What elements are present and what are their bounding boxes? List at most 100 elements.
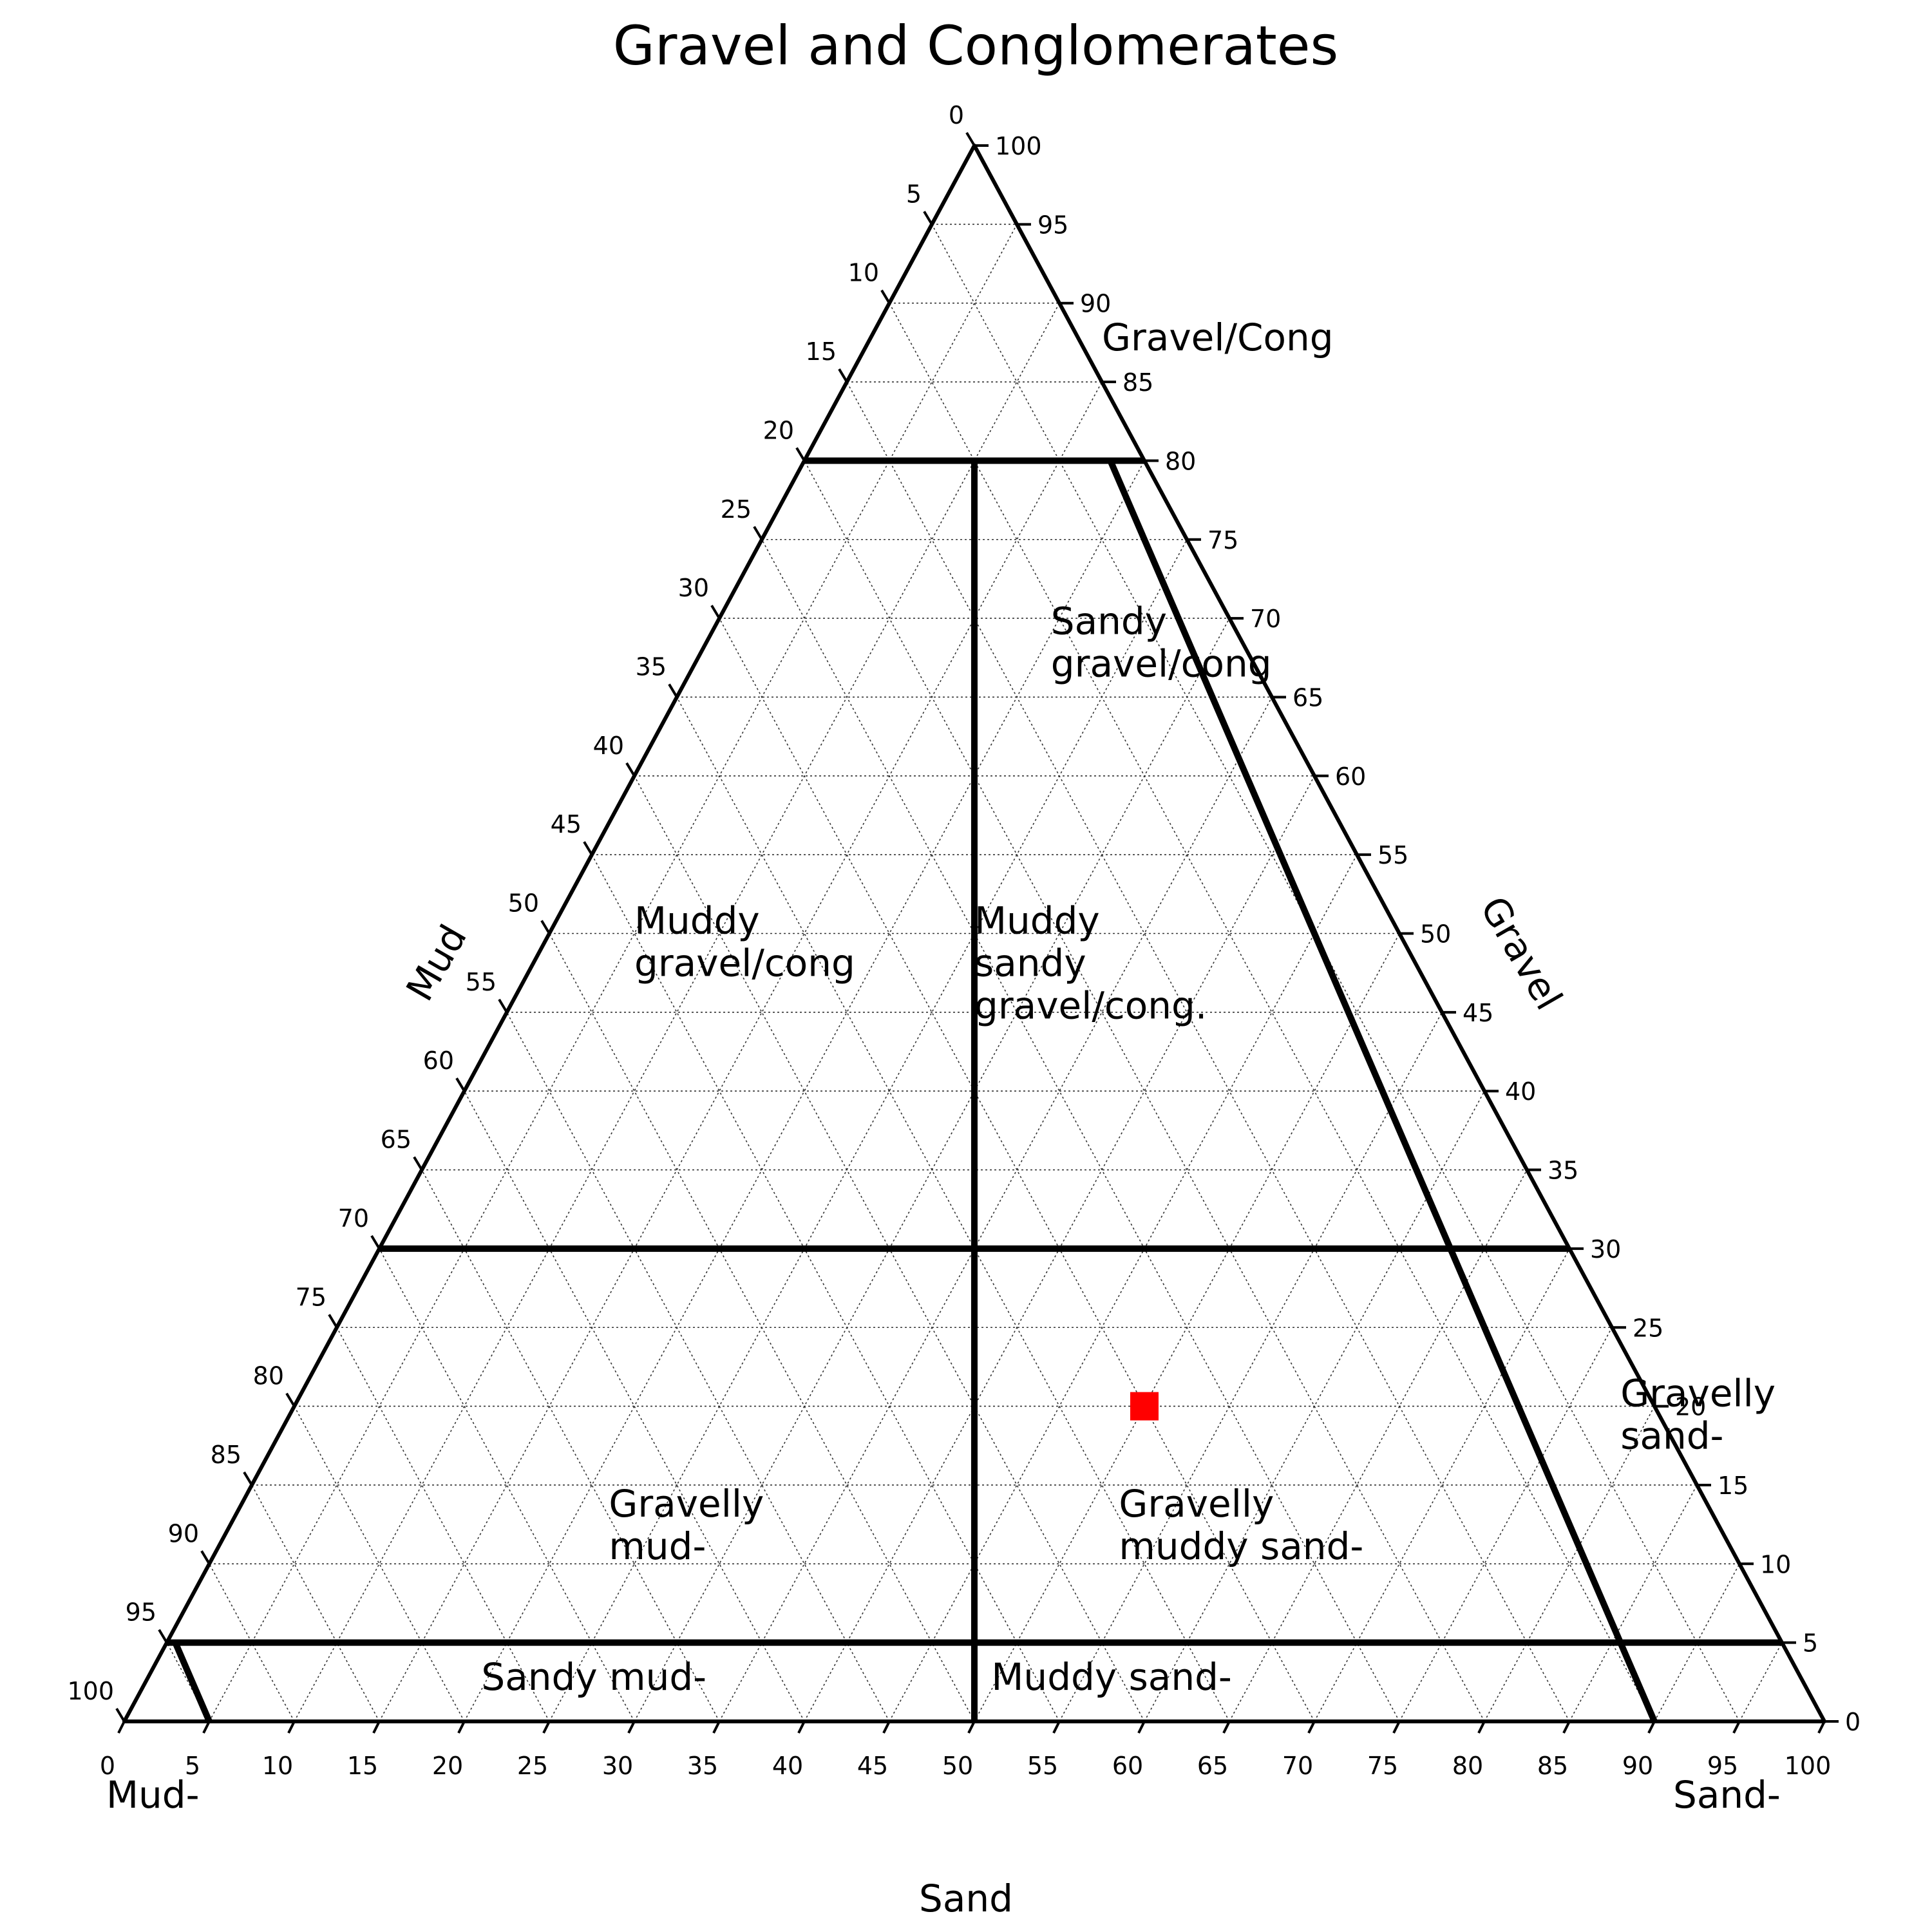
tick-label-bottom-60: 60	[1112, 1752, 1143, 1780]
grid-line-mud-90	[209, 1563, 295, 1722]
tick-left-100	[115, 1707, 126, 1723]
region-label-6: Gravelly sand-	[1620, 1372, 1776, 1458]
tick-bottom-75	[1392, 1721, 1401, 1734]
grid-line-mud-25	[761, 539, 1400, 1722]
region-label-2: Muddy gravel/cong	[634, 899, 855, 985]
region-label-1-line-0: Sandy	[1051, 600, 1167, 643]
tick-label-left-95: 95	[126, 1598, 156, 1627]
tick-bottom-55	[1052, 1721, 1061, 1734]
tick-label-right-50: 50	[1420, 920, 1451, 949]
tick-label-left-75: 75	[296, 1283, 327, 1311]
tick-left-5	[923, 211, 933, 225]
tick-bottom-20	[457, 1721, 466, 1734]
tick-left-95	[158, 1629, 168, 1643]
tick-label-bottom-100: 100	[1785, 1752, 1832, 1780]
data-point-0	[1130, 1392, 1159, 1421]
tick-label-right-55: 55	[1378, 841, 1408, 869]
tick-left-65	[413, 1156, 423, 1171]
tick-bottom-80	[1477, 1721, 1486, 1734]
tick-label-bottom-45: 45	[857, 1752, 888, 1780]
tick-label-bottom-10: 10	[262, 1752, 293, 1780]
boundary-layer	[167, 457, 1782, 1723]
grid-line-sand-35	[719, 697, 1273, 1722]
grid-line-mud-60	[464, 1090, 805, 1722]
point-layer	[1130, 1392, 1159, 1421]
tick-label-left-85: 85	[211, 1441, 242, 1469]
tick-bottom-85	[1562, 1721, 1571, 1734]
axis-label-left: Mud	[397, 917, 475, 1008]
tick-label-left-20: 20	[763, 416, 794, 444]
tick-label-bottom-5: 5	[185, 1752, 200, 1780]
tick-label-bottom-95: 95	[1707, 1752, 1738, 1780]
region-label-1-line-1: gravel/cong	[1051, 642, 1272, 686]
tick-left-80	[285, 1392, 296, 1407]
tick-label-bottom-15: 15	[347, 1752, 378, 1780]
region-label-4-line-0: Gravelly	[609, 1482, 764, 1526]
grid-line-mud-55	[506, 1012, 890, 1722]
chart-title: Gravel and Conglomerates	[613, 14, 1339, 77]
boundary-sand-mud-1-9	[172, 1641, 213, 1723]
tick-label-left-80: 80	[253, 1362, 284, 1390]
tick-label-right-5: 5	[1803, 1629, 1818, 1658]
tick-label-left-100: 100	[67, 1677, 114, 1705]
grid-line-sand-70	[1314, 1248, 1570, 1722]
tick-label-right-95: 95	[1037, 211, 1068, 239]
tick-label-right-0: 0	[1845, 1708, 1861, 1736]
region-label-3-line-2: gravel/cong.	[974, 984, 1207, 1028]
tick-label-bottom-40: 40	[772, 1752, 803, 1780]
tick-left-10	[880, 289, 891, 304]
tick-label-bottom-80: 80	[1452, 1752, 1483, 1780]
region-label-1: Sandy gravel/cong	[1051, 600, 1272, 686]
tick-left-45	[583, 841, 593, 856]
grid-line-mud-70	[379, 1248, 635, 1722]
region-label-3-line-0: Muddy	[974, 899, 1100, 943]
tick-left-75	[328, 1314, 338, 1329]
tick-bottom-35	[712, 1721, 721, 1734]
tick-label-left-0: 0	[949, 101, 964, 129]
tick-label-right-80: 80	[1165, 447, 1196, 475]
tick-left-40	[625, 762, 636, 777]
tick-bottom-15	[372, 1721, 381, 1734]
grid-line-mud-80	[294, 1406, 465, 1722]
tick-left-30	[710, 605, 721, 620]
grid-line-sand-80	[1484, 1406, 1655, 1722]
tick-label-right-85: 85	[1122, 368, 1153, 397]
region-label-4-line-1: mud-	[609, 1524, 706, 1568]
tick-label-left-55: 55	[466, 968, 497, 996]
region-label-8: Muddy sand-	[991, 1655, 1231, 1699]
tick-label-right-70: 70	[1250, 605, 1281, 633]
tick-label-bottom-25: 25	[517, 1752, 548, 1780]
region-label-4: Gravelly mud-	[609, 1482, 764, 1568]
tick-bottom-25	[542, 1721, 551, 1734]
grid-line-sand-55	[1059, 1012, 1443, 1722]
region-label-5: Gravelly muddy sand-	[1119, 1482, 1363, 1568]
tick-left-55	[498, 998, 508, 1013]
tick-label-bottom-85: 85	[1537, 1752, 1568, 1780]
tick-label-right-45: 45	[1463, 999, 1493, 1027]
grid-line-sand-65	[1229, 1170, 1528, 1722]
tick-bottom-65	[1222, 1721, 1231, 1734]
region-label-6-line-0: Gravelly	[1620, 1372, 1776, 1416]
tick-bottom-60	[1137, 1721, 1146, 1734]
tick-label-bottom-90: 90	[1622, 1752, 1653, 1780]
tick-left-0	[965, 131, 976, 147]
tick-label-right-15: 15	[1718, 1472, 1748, 1500]
tick-bottom-0	[117, 1721, 126, 1734]
tick-label-left-60: 60	[423, 1046, 454, 1075]
tick-label-right-30: 30	[1590, 1235, 1621, 1264]
grid-line-sand-50	[974, 933, 1400, 1722]
grid-line-sand-85	[1569, 1484, 1698, 1722]
grid-line-sand-25	[549, 539, 1188, 1722]
tick-bottom-5	[202, 1721, 211, 1734]
tick-left-15	[838, 368, 848, 383]
tick-label-left-40: 40	[593, 732, 624, 760]
region-label-0: Gravel/Cong	[1102, 316, 1334, 359]
grid-line-mud-35	[676, 697, 1230, 1722]
region-label-5-line-1: muddy sand-	[1119, 1524, 1363, 1568]
tick-left-35	[668, 683, 678, 698]
region-label-7-line-0: Sandy mud-	[481, 1655, 706, 1699]
tick-label-left-45: 45	[551, 810, 582, 838]
tick-layer: 0005551010101515152020202525253030303535…	[67, 101, 1861, 1780]
